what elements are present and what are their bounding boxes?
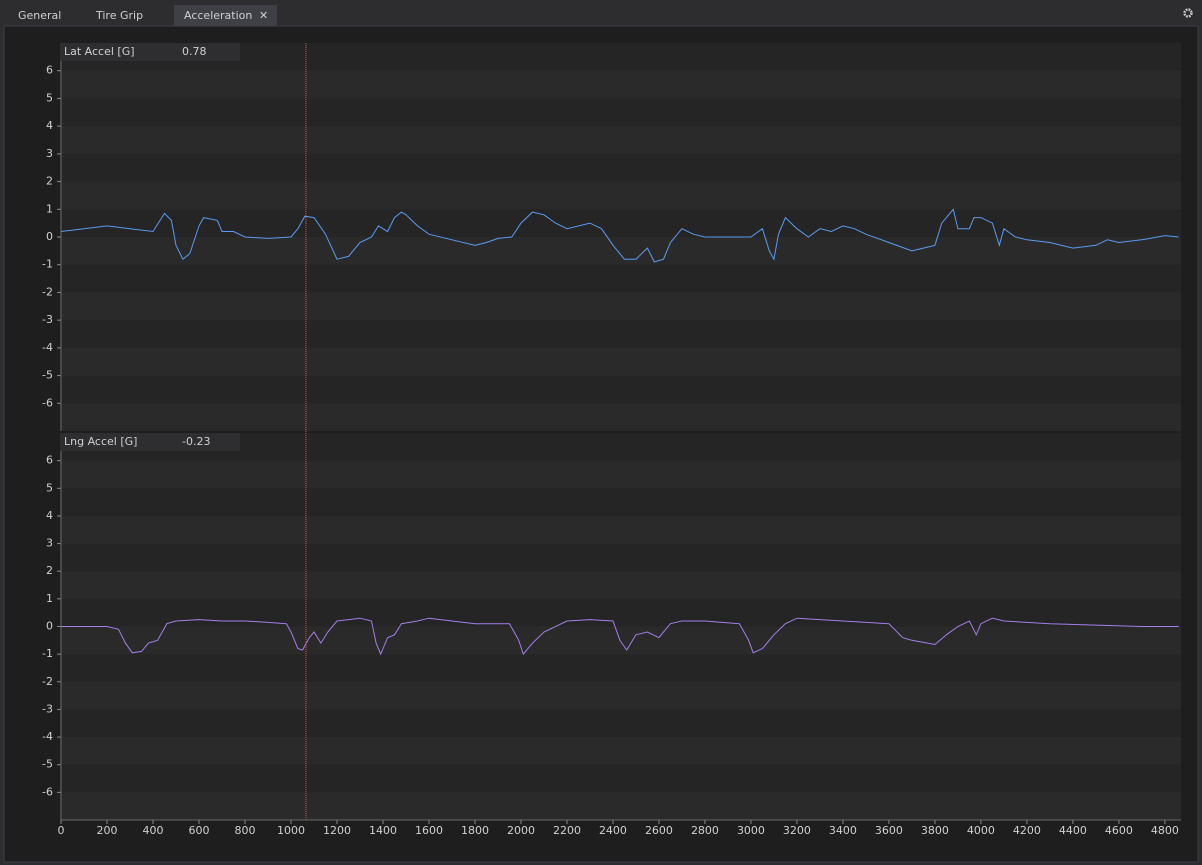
plot-band bbox=[61, 237, 1181, 265]
plot-band bbox=[61, 347, 1181, 376]
y-tick-label: -5 bbox=[42, 758, 53, 771]
plot-band bbox=[61, 460, 1181, 489]
plot-band bbox=[61, 126, 1181, 154]
x-tick-label: 3400 bbox=[829, 824, 857, 837]
y-tick-label: 4 bbox=[46, 509, 53, 522]
y-tick-label: -4 bbox=[42, 730, 53, 743]
y-tick-label: -1 bbox=[42, 258, 53, 271]
x-tick-label: 800 bbox=[234, 824, 255, 837]
plot-band bbox=[61, 70, 1181, 99]
x-tick-label: 3200 bbox=[783, 824, 811, 837]
tab-close[interactable]: ✕ bbox=[259, 9, 268, 22]
y-tick-label: -2 bbox=[42, 285, 53, 298]
x-tick-label: 1200 bbox=[323, 824, 351, 837]
y-tick-label: -4 bbox=[42, 341, 53, 354]
y-tick-label: 1 bbox=[46, 202, 53, 215]
x-tick-label: 2800 bbox=[691, 824, 719, 837]
x-tick-label: 4400 bbox=[1059, 824, 1087, 837]
plot-band bbox=[61, 571, 1181, 599]
x-tick-label: 2600 bbox=[645, 824, 673, 837]
trace bbox=[60, 208, 1179, 263]
y-tick-label: -6 bbox=[42, 785, 53, 798]
x-tick-label: 1600 bbox=[415, 824, 443, 837]
x-tick-label: 2200 bbox=[553, 824, 581, 837]
tab-label[interactable]: Tire Grip bbox=[95, 9, 143, 22]
y-tick-label: -2 bbox=[42, 675, 53, 688]
y-tick-label: -3 bbox=[42, 702, 53, 715]
y-tick-label: 1 bbox=[46, 592, 53, 605]
x-tick-label: 3000 bbox=[737, 824, 765, 837]
y-tick-label: 2 bbox=[46, 564, 53, 577]
channel-title: Lat Accel [G] bbox=[64, 45, 135, 58]
trace bbox=[61, 617, 1179, 656]
x-tick-label: 0 bbox=[58, 824, 65, 837]
x-tick-label: 4200 bbox=[1013, 824, 1041, 837]
x-tick-label: 2400 bbox=[599, 824, 627, 837]
y-tick-label: 0 bbox=[46, 620, 53, 633]
plot-band bbox=[61, 403, 1181, 431]
y-tick-label: 4 bbox=[46, 119, 53, 132]
settings-icon[interactable] bbox=[1183, 8, 1193, 18]
x-tick-label: 600 bbox=[188, 824, 209, 837]
x-tick-label: 400 bbox=[142, 824, 163, 837]
x-tick-label: 4800 bbox=[1151, 824, 1179, 837]
active-tab[interactable] bbox=[174, 5, 277, 26]
channel-header bbox=[60, 43, 240, 61]
x-tick-label: 1400 bbox=[369, 824, 397, 837]
x-tick-label: 3600 bbox=[875, 824, 903, 837]
y-tick-label: 6 bbox=[46, 454, 53, 467]
y-tick-label: -6 bbox=[42, 396, 53, 409]
y-tick-label: 0 bbox=[46, 230, 53, 243]
x-tick-label: 200 bbox=[96, 824, 117, 837]
y-tick-label: -1 bbox=[42, 647, 53, 660]
y-tick-label: 2 bbox=[46, 175, 53, 188]
y-tick-label: 5 bbox=[46, 91, 53, 104]
channel-header bbox=[60, 433, 240, 451]
channel-readout: 0.78 bbox=[182, 45, 207, 58]
x-tick-label: 4600 bbox=[1105, 824, 1133, 837]
plot-band bbox=[61, 737, 1181, 765]
tab-label[interactable]: General bbox=[18, 9, 61, 22]
y-tick-label: 5 bbox=[46, 481, 53, 494]
plot-band bbox=[61, 626, 1181, 655]
x-tick-label: 2000 bbox=[507, 824, 535, 837]
x-tick-label: 1000 bbox=[277, 824, 305, 837]
plot-band bbox=[61, 181, 1181, 210]
y-tick-label: 3 bbox=[46, 537, 53, 550]
channel-title: Lng Accel [G] bbox=[64, 435, 137, 448]
x-tick-label: 3800 bbox=[921, 824, 949, 837]
plot-band bbox=[61, 292, 1181, 321]
y-tick-label: 6 bbox=[46, 64, 53, 77]
plot-band bbox=[61, 681, 1181, 710]
channel-readout: -0.23 bbox=[182, 435, 210, 448]
x-tick-label: 4000 bbox=[967, 824, 995, 837]
plot-band bbox=[61, 792, 1181, 820]
plot-band bbox=[61, 515, 1181, 544]
y-tick-label: -5 bbox=[42, 369, 53, 382]
tab-label[interactable]: Acceleration bbox=[184, 9, 252, 22]
y-tick-label: 3 bbox=[46, 147, 53, 160]
x-tick-label: 1800 bbox=[461, 824, 489, 837]
y-tick-label: -3 bbox=[42, 313, 53, 326]
